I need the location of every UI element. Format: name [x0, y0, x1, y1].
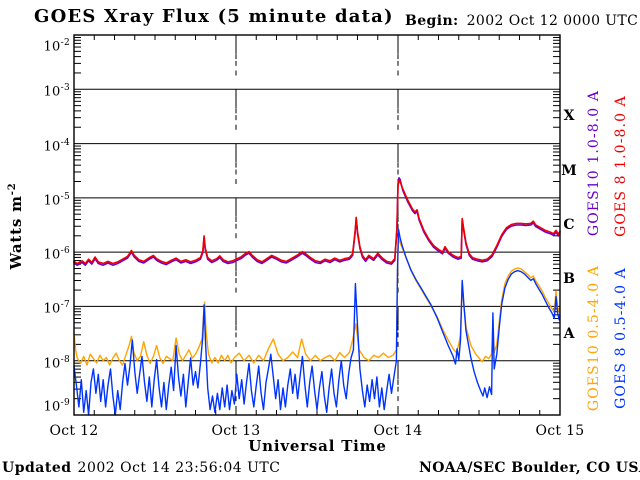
- series-goes8-long: [73, 179, 561, 265]
- series-goes10-long: [73, 177, 561, 267]
- flux-class-b: B: [563, 271, 575, 288]
- updated-timestamp: Updated 2002 Oct 14 23:56:04 UTC: [2, 460, 280, 476]
- credit-text: NOAA/SEC Boulder, CO USA: [419, 460, 640, 476]
- begin-value: 2002 Oct 12 0000 UTC: [466, 13, 639, 29]
- y-tick-label: 10-4: [43, 137, 70, 154]
- legend-goes10-1-0-8-0-a: GOES10 1.0-8.0 A: [586, 89, 602, 237]
- x-tick-label: Oct 15: [535, 423, 585, 439]
- x-axis-label: Universal Time: [248, 437, 387, 455]
- x-tick-label: Oct 12: [49, 423, 99, 439]
- flux-class-c: C: [563, 217, 575, 233]
- y-tick-label: 10-6: [43, 246, 70, 263]
- y-tick-label: 10-2: [43, 38, 70, 55]
- x-tick-label: Oct 13: [211, 423, 261, 439]
- plot-frame: [73, 34, 561, 416]
- flux-class-a: A: [563, 325, 575, 342]
- legend-goes10-0-5-4-0-a: GOES10 0.5-4.0 A: [586, 264, 602, 412]
- y-axis-label-exponent: -2: [7, 182, 18, 196]
- updated-value: 2002 Oct 14 23:56:04 UTC: [77, 460, 281, 476]
- y-tick-label: 10-9: [43, 398, 70, 415]
- begin-label: Begin:: [405, 13, 459, 29]
- flux-class-m: M: [561, 162, 577, 179]
- series-goes10-short: [73, 236, 561, 366]
- y-tick-label: 10-5: [43, 191, 70, 209]
- chart-title: GOES Xray Flux (5 minute data): [34, 6, 394, 27]
- y-tick-label: 10-3: [43, 83, 70, 100]
- begin-timestamp: Begin: 2002 Oct 12 0000 UTC: [405, 13, 638, 29]
- y-tick-label: 10-7: [43, 300, 70, 317]
- y-axis-label: Watts m-2: [7, 182, 25, 270]
- x-tick-label: Oct 14: [373, 423, 423, 439]
- legend-goes-8-0-5-4-0-a: GOES 8 0.5-4.0 A: [613, 267, 629, 409]
- series-goes8-short: [73, 228, 561, 416]
- legend-goes-8-1-0-8-0-a: GOES 8 1.0-8.0 A: [613, 95, 629, 237]
- flux-class-x: X: [563, 108, 575, 125]
- updated-label: Updated: [2, 460, 72, 476]
- y-tick-label: 10-8: [43, 354, 70, 372]
